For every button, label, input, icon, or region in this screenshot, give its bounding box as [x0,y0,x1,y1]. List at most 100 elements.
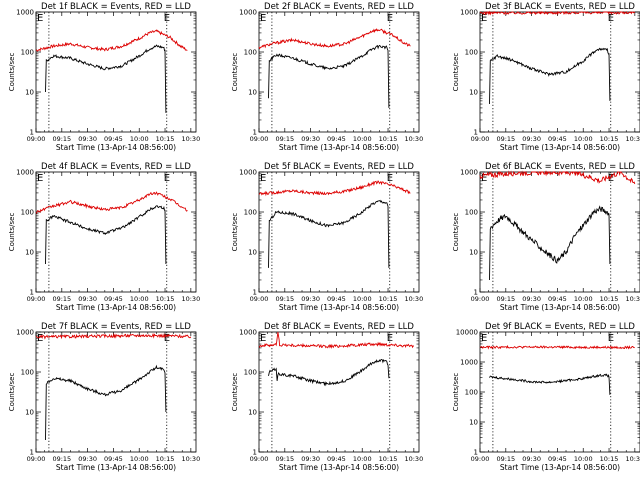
x-tick-label: 09:30 [78,295,97,303]
x-tick-label: 10:30 [181,135,200,143]
y-tick-label: 100 [21,49,34,57]
x-tick-label: 10:15 [379,135,398,143]
marker-label: E [608,333,614,344]
chart-title: Det 1f BLACK = Events, RED = LLD [41,2,191,12]
y-tick-label: 100 [244,369,257,377]
y-tick-label: 10 [248,89,257,97]
y-tick-label: 10 [25,89,34,97]
y-tick-label: 1 [253,449,257,457]
x-tick-label: 09:45 [104,295,123,303]
x-tick-label: 09:15 [52,135,71,143]
x-tick-label: 09:30 [301,295,320,303]
y-tick-label: 10 [25,249,34,257]
y-axis-label: Counts/sec [231,213,239,252]
x-tick-label: 10:15 [156,135,175,143]
marker-label: E [260,173,266,184]
x-tick-label: 09:45 [104,455,123,463]
x-tick-label: 10:15 [156,455,175,463]
events-series-line [268,199,390,268]
marker-label: E [164,173,170,184]
x-tick-label: 09:00 [471,135,490,143]
y-axis-label: Counts/sec [8,373,16,412]
x-tick-label: 10:15 [379,295,398,303]
lld-series-line [479,170,636,185]
events-series-line [45,364,167,441]
x-tick-label: 10:15 [600,295,619,303]
x-tick-label: 10:30 [181,295,200,303]
chart-panel: Det 4f BLACK = Events, RED = LLD Counts/s… [8,162,200,312]
y-tick-label: 1 [30,129,34,137]
chart-title: Det 8f BLACK = Events, RED = LLD [264,322,414,332]
events-series-line [489,47,611,105]
y-axis-label: Counts/sec [452,373,460,412]
x-tick-label: 10:30 [625,295,640,303]
y-tick-label: 10 [469,419,478,427]
chart-title: Det 9f BLACK = Events, RED = LLD [485,322,635,332]
x-tick-label: 10:00 [130,455,149,463]
chart-panel: Det 1f BLACK = Events, RED = LLD Counts/s… [8,2,200,152]
y-tick-label: 100 [244,209,257,217]
marker-label: E [608,13,614,24]
x-tick-label: 09:00 [250,135,269,143]
x-axis-label: Start Time (13-Apr-14 08:56:00) [56,143,176,152]
chart-panel: Det 3f BLACK = Events, RED = LLD Counts/s… [452,2,640,152]
lld-series-line [479,10,636,16]
x-tick-label: 09:45 [548,295,567,303]
marker-label: E [164,333,170,344]
chart-title: Det 3f BLACK = Events, RED = LLD [485,2,635,12]
x-tick-label: 09:30 [78,135,97,143]
x-tick-label: 09:00 [27,455,46,463]
y-tick-label: 1 [30,289,34,297]
y-axis-label: Counts/sec [8,213,16,252]
y-tick-label: 1000 [16,169,34,177]
marker-label: E [387,13,393,24]
x-tick-label: 09:00 [250,455,269,463]
x-axis-label: Start Time (13-Apr-14 08:56:00) [500,303,620,312]
plot-frame [258,171,420,293]
y-tick-label: 100 [21,369,34,377]
plot-frame [258,331,420,453]
y-tick-label: 100 [465,49,478,57]
y-axis-label: Counts/sec [8,53,16,92]
marker-label: E [481,333,487,344]
plot-frame [258,11,420,133]
y-axis-label: Counts/sec [452,53,460,92]
x-tick-label: 10:30 [181,455,200,463]
x-tick-label: 09:15 [275,295,294,303]
plot-frame [479,171,640,293]
x-tick-label: 09:00 [27,295,46,303]
marker-label: E [260,13,266,24]
x-tick-label: 09:15 [275,135,294,143]
lld-series-line [35,29,188,52]
y-axis-label: Counts/sec [452,213,460,252]
x-tick-label: 10:00 [353,135,372,143]
y-tick-label: 1 [30,449,34,457]
x-tick-label: 10:15 [379,455,398,463]
marker-label: E [387,333,393,344]
y-tick-label: 1 [474,289,478,297]
y-tick-label: 1000 [239,329,257,337]
y-axis-label: Counts/sec [231,53,239,92]
x-tick-label: 09:30 [522,295,541,303]
y-tick-label: 1000 [16,9,34,17]
x-tick-label: 09:30 [522,455,541,463]
chart-panel: Det 8f BLACK = Events, RED = LLD Counts/s… [231,322,423,472]
x-tick-label: 10:00 [130,295,149,303]
x-tick-label: 10:00 [353,295,372,303]
y-axis-label: Counts/sec [231,373,239,412]
marker-label: E [37,333,43,344]
y-tick-label: 100 [244,49,257,57]
x-tick-label: 09:45 [104,135,123,143]
x-tick-label: 09:45 [327,135,346,143]
x-tick-label: 09:15 [496,455,515,463]
x-tick-label: 10:15 [600,455,619,463]
x-tick-label: 09:45 [548,455,567,463]
x-tick-label: 09:00 [471,455,490,463]
y-tick-label: 1000 [239,9,257,17]
plot-frame [35,331,197,453]
y-tick-label: 10 [25,409,34,417]
plot-frame [479,331,640,453]
marker-label: E [164,13,170,24]
y-tick-label: 1 [253,129,257,137]
y-tick-label: 10 [469,249,478,257]
